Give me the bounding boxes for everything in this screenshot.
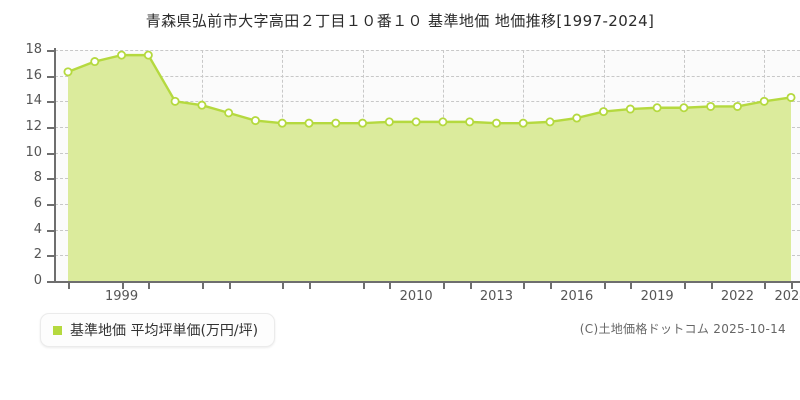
legend-swatch-icon (53, 325, 62, 335)
data-point (90, 57, 100, 67)
page-title: 青森県弘前市大字高田２丁目１０番１０ 基準地価 地価推移[1997-2024] (145, 12, 655, 30)
data-point (224, 108, 234, 118)
data-point (117, 50, 127, 60)
data-point (250, 116, 260, 126)
y-axis-tick-label: 8 (33, 170, 42, 186)
y-axis-tick (47, 281, 56, 283)
x-axis-tick (523, 281, 526, 289)
y-axis-tick-label: 18 (25, 42, 42, 57)
data-point (304, 118, 314, 128)
data-point (465, 117, 475, 127)
x-axis-tick-label: 2022 (720, 289, 754, 304)
y-axis-tick (47, 127, 56, 129)
data-point-markers (63, 50, 796, 128)
data-point (143, 50, 153, 60)
data-point (625, 104, 635, 114)
y-axis-tick-label: 14 (25, 93, 42, 109)
data-point (679, 103, 689, 113)
y-axis-tick-label: 2 (33, 247, 42, 263)
x-axis-tick-label: 2016 (560, 289, 594, 304)
data-point (411, 117, 421, 127)
data-point (706, 101, 716, 111)
data-point (545, 117, 555, 127)
data-point (63, 67, 73, 77)
gridline-horizontal (55, 101, 800, 103)
y-axis-tick-label: 12 (25, 119, 42, 134)
plot-area (55, 50, 800, 281)
data-point (331, 118, 341, 128)
series-layer (63, 50, 796, 281)
legend-label: 基準地価 平均坪単価(万円/坪) (70, 323, 259, 339)
y-axis-tick (47, 229, 56, 232)
x-axis-tick (201, 281, 204, 289)
data-point (438, 117, 448, 127)
x-axis-tick-label: 2024 (774, 289, 800, 304)
x-axis-tick (121, 281, 124, 289)
x-axis-tick-label: 2013 (479, 289, 513, 304)
x-axis-tick (228, 281, 231, 289)
y-axis-tick-label: 0 (33, 273, 42, 288)
x-axis-tick (469, 281, 472, 289)
y-axis (54, 48, 56, 283)
x-axis-tick (630, 281, 633, 289)
y-axis-tick-label: 16 (25, 67, 42, 83)
y-axis-tick (47, 101, 56, 104)
x-axis-tick (603, 281, 606, 289)
x-axis-tick (389, 281, 392, 289)
x-axis-tick-label: 1999 (105, 289, 139, 304)
copyright-credit: (C)土地価格ドットコム 2025-10-14 (579, 322, 786, 336)
data-point (759, 96, 769, 106)
data-point (491, 118, 501, 128)
y-axis-tick (47, 204, 56, 206)
y-axis-tick-label: 6 (33, 196, 42, 211)
y-axis-tick (47, 152, 56, 155)
gridline-horizontal (55, 50, 800, 51)
data-point (599, 107, 609, 117)
x-axis-tick (683, 281, 686, 289)
data-point (786, 92, 796, 102)
data-point (572, 113, 582, 123)
x-axis-tick (148, 281, 151, 289)
x-axis-tick (550, 281, 552, 289)
x-axis-tick (282, 281, 285, 289)
x-axis-tick (309, 281, 311, 289)
chart-legend: 基準地価 平均坪単価(万円/坪) (40, 313, 276, 347)
y-axis-tick (47, 178, 56, 181)
data-point (384, 117, 394, 127)
x-axis-tick-label: 2019 (640, 289, 674, 304)
data-point (358, 118, 368, 128)
area-fill (68, 55, 791, 281)
x-axis-tick (442, 281, 445, 289)
y-axis-tick (47, 255, 56, 258)
x-axis-tick (764, 281, 767, 289)
y-axis-tick-label: 10 (25, 144, 42, 160)
x-axis-tick (362, 281, 365, 289)
data-point (732, 101, 742, 111)
x-axis (54, 281, 800, 283)
gridline-horizontal (55, 75, 800, 77)
data-point (652, 103, 662, 113)
data-point (197, 100, 207, 110)
data-point (518, 118, 528, 128)
data-point (277, 118, 287, 128)
y-axis-tick-label: 4 (33, 221, 42, 237)
series-line (66, 53, 793, 125)
x-axis-tick-label: 2010 (399, 289, 433, 304)
data-point (170, 96, 180, 106)
x-axis-tick (791, 281, 793, 289)
y-axis-tick (47, 50, 56, 52)
x-axis-tick (68, 281, 70, 289)
x-axis-tick (710, 281, 713, 289)
y-axis-tick (47, 75, 56, 78)
